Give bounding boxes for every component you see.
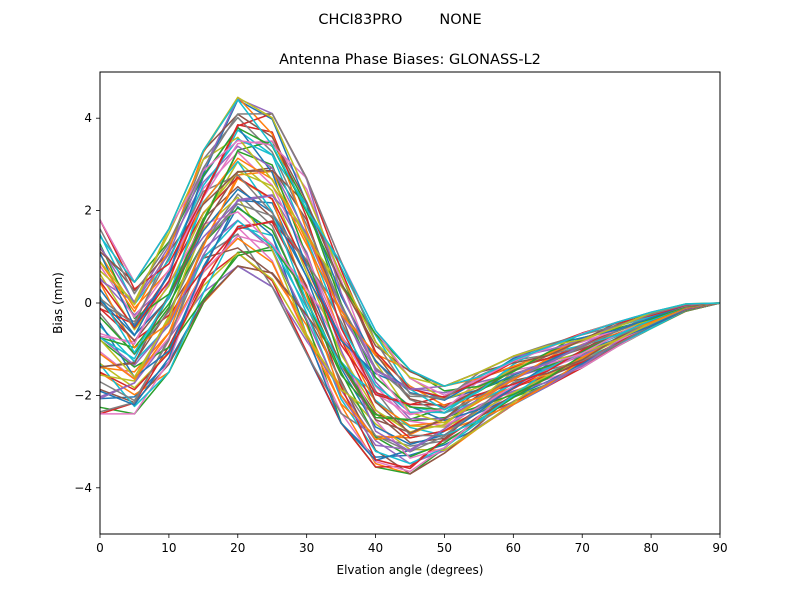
y-tick-label: 0 xyxy=(84,296,92,310)
x-tick-label: 60 xyxy=(506,541,521,555)
series-line xyxy=(99,221,721,470)
y-tick-label: −4 xyxy=(74,481,92,495)
x-tick-label: 20 xyxy=(230,541,245,555)
series-line xyxy=(99,265,721,475)
chart-title: Antenna Phase Biases: GLONASS-L2 xyxy=(279,52,541,68)
x-tick-label: 40 xyxy=(368,541,383,555)
x-tick-label: 30 xyxy=(299,541,314,555)
x-tick-label: 0 xyxy=(96,541,104,555)
x-axis-label: Elvation angle (degrees) xyxy=(337,563,484,577)
series-line xyxy=(99,169,721,408)
series-line xyxy=(99,98,721,387)
x-tick-label: 10 xyxy=(161,541,176,555)
x-tick-label: 70 xyxy=(575,541,590,555)
y-tick-label: 4 xyxy=(84,111,92,125)
x-tick-label: 90 xyxy=(712,541,727,555)
x-axis: 0 10 20 30 40 50 60 70 80 90 xyxy=(96,534,728,555)
y-tick-label: 2 xyxy=(84,204,92,218)
x-tick-label: 50 xyxy=(437,541,452,555)
figure-suptitle: CHCI83PRO NONE xyxy=(318,12,481,28)
x-tick-label: 80 xyxy=(643,541,658,555)
series-line xyxy=(99,113,721,400)
y-tick-label: −2 xyxy=(74,388,92,402)
series-layer xyxy=(99,96,721,475)
series-line xyxy=(99,195,721,420)
y-axis-label: Bias (mm) xyxy=(51,272,65,334)
y-axis: −4 −2 0 2 4 xyxy=(74,111,100,495)
series-line xyxy=(99,140,721,411)
